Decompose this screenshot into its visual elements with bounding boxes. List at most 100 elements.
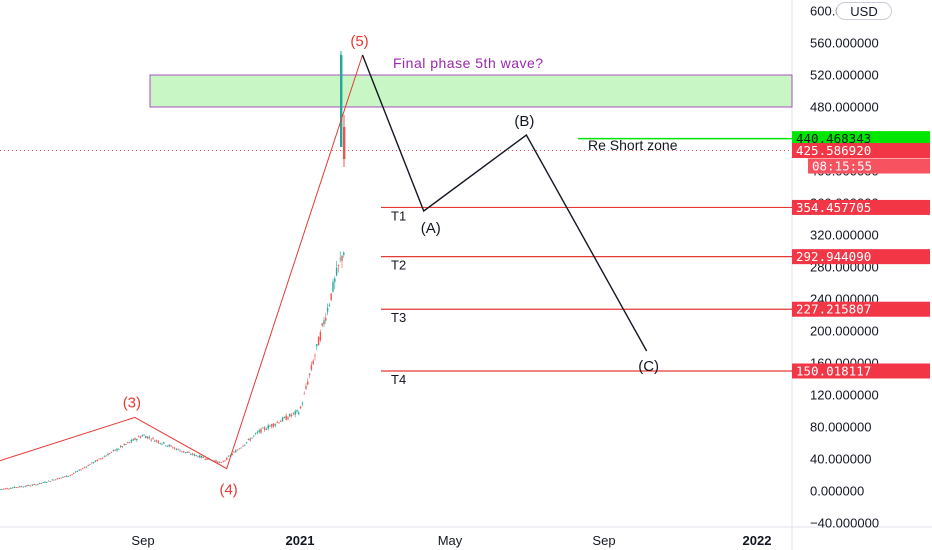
candle-body (242, 445, 244, 447)
candle-body (73, 473, 75, 474)
price-tick-label: 120.000000 (810, 388, 879, 403)
t4-price-tag-bg (792, 363, 930, 379)
candle-body (163, 442, 165, 444)
candle-body (319, 332, 322, 341)
candle-body (159, 442, 161, 444)
candle-body (220, 462, 223, 463)
candle-body (105, 455, 107, 457)
price-tick-label: 0.000000 (810, 484, 864, 499)
t1-price-tag-bg (792, 199, 930, 215)
candle-body (92, 462, 95, 464)
candle-body (49, 481, 52, 482)
candle-body (62, 476, 64, 478)
candle-body (222, 461, 224, 463)
candle-body (44, 481, 46, 483)
candle-body (265, 429, 268, 430)
candle-body (253, 435, 255, 437)
candle-body (256, 432, 259, 434)
candle-body (69, 475, 71, 477)
candle-body (8, 488, 10, 490)
candle-body (335, 267, 338, 276)
candle-body (334, 278, 336, 283)
candle-body (161, 443, 163, 445)
candle-body (287, 417, 289, 420)
candle-body (184, 452, 187, 453)
candle-body (182, 450, 185, 453)
candle-body (328, 305, 331, 306)
countdown-bg (808, 158, 930, 174)
candle-body (0, 489, 1, 491)
candle-body (38, 482, 41, 484)
candle-body (42, 482, 44, 483)
candle-body (217, 461, 219, 463)
candle-body (17, 487, 19, 489)
target-label-t2: T2 (391, 258, 406, 273)
candle-body (332, 281, 334, 292)
candle-body (164, 445, 167, 447)
candle-body (173, 447, 176, 449)
candle-body (143, 434, 145, 436)
candle-body (296, 410, 298, 412)
candle-body (127, 442, 129, 444)
candle-body (251, 437, 253, 439)
candle-body (134, 438, 136, 441)
candle-body (339, 258, 341, 260)
target-label-t4: T4 (391, 372, 406, 387)
candle-body (292, 412, 295, 414)
candle-body (141, 435, 143, 437)
currency-unit-button[interactable]: USD (836, 2, 892, 20)
last-price-tag-bg (792, 143, 930, 159)
candle-body (200, 455, 203, 458)
candle-body (301, 403, 304, 405)
candle-body (139, 436, 142, 438)
candle-body (64, 476, 66, 478)
candle-body (206, 458, 208, 460)
candle-body (166, 445, 169, 447)
price-tick-label: 40.000000 (810, 452, 871, 467)
candle-body (218, 461, 221, 463)
candle-body (290, 415, 293, 416)
candle-body (19, 486, 21, 488)
t2-price-tag-bg (792, 249, 930, 265)
target-label-t1: T1 (391, 208, 406, 223)
candle-body (103, 456, 106, 458)
candle-body (202, 457, 205, 459)
candle-body (294, 411, 296, 415)
time-tick-label: 2022 (743, 533, 772, 548)
candle-body (343, 252, 345, 255)
candle-body (249, 438, 251, 441)
time-tick-label: Sep (592, 533, 615, 548)
candle-body (26, 485, 28, 487)
candle-body (132, 439, 134, 441)
candle-body (55, 479, 57, 481)
candle-body (289, 413, 291, 417)
candle-body (272, 423, 275, 427)
candle-body (148, 437, 151, 438)
candle-body (226, 457, 228, 460)
candle-body (98, 458, 100, 460)
candle-body (157, 441, 160, 443)
candle-body (35, 484, 37, 486)
candle-body (112, 450, 115, 451)
price-tick-label: 480.000000 (810, 100, 879, 115)
candle-body (281, 417, 284, 422)
candle-body (46, 482, 48, 483)
candle-body (312, 360, 314, 365)
wave-4-label: (4) (219, 482, 237, 499)
candle-body (326, 307, 329, 312)
candle-body (330, 293, 332, 300)
candle-body (285, 415, 287, 421)
candles (0, 251, 345, 491)
candle-body (51, 479, 53, 481)
candle-body (199, 455, 201, 458)
candle-body (31, 484, 34, 486)
price-tick-label: 520.000000 (810, 68, 879, 83)
candle-body (87, 465, 89, 467)
candle-body (91, 462, 93, 464)
candle-body (71, 474, 73, 476)
candle-body (121, 446, 124, 448)
candle-body (20, 486, 23, 488)
candle-body (340, 55, 343, 147)
candle-body (227, 455, 230, 457)
